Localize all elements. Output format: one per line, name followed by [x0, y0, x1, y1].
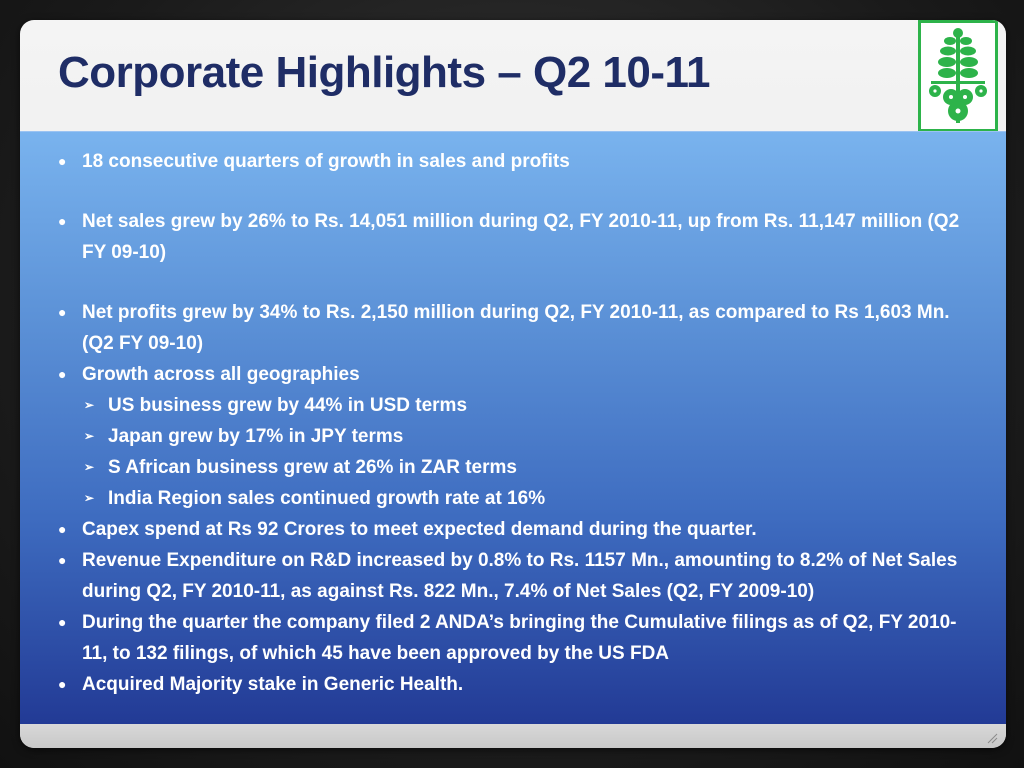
list-item: ● Net sales grew by 26% to Rs. 14,051 mil…	[54, 206, 974, 268]
content-panel: ● 18 consecutive quarters of growth in sa…	[20, 131, 1006, 725]
slide-title: Corporate Highlights – Q2 10-11	[58, 48, 711, 97]
round-bullet-icon: ●	[58, 552, 67, 568]
round-bullet-icon: ●	[58, 304, 67, 320]
round-bullet-icon: ●	[58, 213, 67, 229]
sub-list-item: ➢ US business grew by 44% in USD terms	[54, 390, 974, 421]
bottom-bar	[20, 724, 1006, 748]
list-item: ● 18 consecutive quarters of growth in sa…	[54, 146, 974, 177]
arrow-bullet-icon: ➢	[84, 398, 95, 412]
arrow-bullet-icon: ➢	[84, 460, 95, 474]
arrow-bullet-icon: ➢	[84, 429, 95, 443]
round-bullet-icon: ●	[58, 366, 67, 382]
sub-list-item: ➢ India Region sales continued growth rat…	[54, 483, 974, 514]
round-bullet-icon: ●	[58, 614, 67, 630]
resize-grip-icon	[987, 733, 998, 744]
list-item: ● Capex spend at Rs 92 Crores to meet exp…	[54, 514, 974, 545]
arrow-bullet-icon: ➢	[84, 491, 95, 505]
list-item: ● Revenue Expenditure on R&D increased by…	[54, 545, 974, 607]
round-bullet-icon: ●	[58, 521, 67, 537]
sub-list-item: ➢ Japan grew by 17% in JPY terms	[54, 421, 974, 452]
list-item: ● During the quarter the company filed 2 …	[54, 607, 974, 669]
list-item: ● Growth across all geographies	[54, 359, 974, 390]
list-item: ● Acquired Majority stake in Generic Heal…	[54, 669, 974, 700]
round-bullet-icon: ●	[58, 676, 67, 692]
list-item: ● Net profits grew by 34% to Rs. 2,150 mi…	[54, 297, 974, 359]
plant-logo-icon	[918, 20, 998, 132]
slide: Corporate Highlights – Q2 10-11	[20, 20, 1006, 748]
round-bullet-icon: ●	[58, 153, 67, 169]
bullet-list: ● 18 consecutive quarters of growth in sa…	[54, 146, 974, 700]
sub-list-item: ➢ S African business grew at 26% in ZAR t…	[54, 452, 974, 483]
